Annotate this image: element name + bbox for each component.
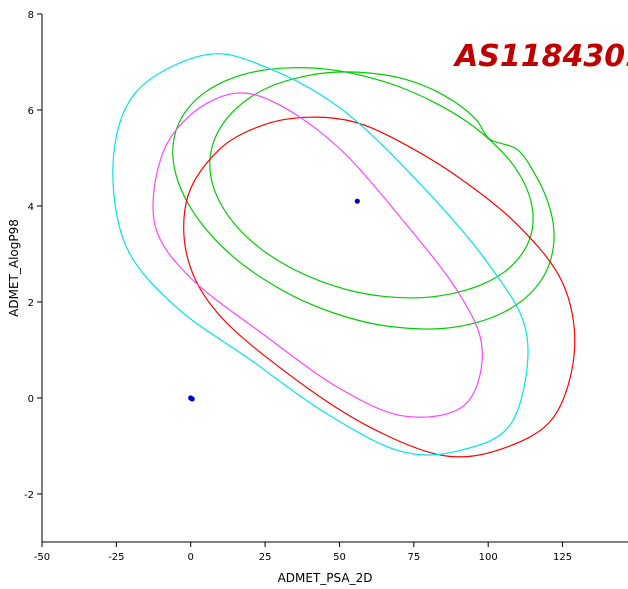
y-axis-ticks: -2 0 2 4 6 8 bbox=[24, 10, 42, 501]
ellipse-4 bbox=[112, 53, 529, 456]
data-point-1 bbox=[354, 198, 360, 204]
y-axis-title: ADMET_AlogP98 bbox=[7, 219, 21, 317]
data-point-3 bbox=[189, 396, 195, 402]
x-tick-label: 0 bbox=[188, 552, 194, 563]
y-tick-label: 6 bbox=[28, 106, 34, 117]
confidence-ellipses bbox=[112, 53, 576, 458]
x-tick-label: 100 bbox=[479, 552, 498, 563]
x-tick-label: 25 bbox=[259, 552, 272, 563]
x-axis-ticks: -50 -25 0 25 50 75 100 125 bbox=[34, 542, 572, 563]
data-points bbox=[188, 198, 360, 402]
y-tick-label: 8 bbox=[28, 10, 34, 21]
ellipse-2 bbox=[183, 116, 576, 458]
x-tick-label: 50 bbox=[333, 552, 346, 563]
x-tick-label: 125 bbox=[553, 552, 572, 563]
y-tick-label: -2 bbox=[24, 490, 34, 501]
x-axis-title: ADMET_PSA_2D bbox=[278, 571, 373, 585]
compound-id-annotation: AS1184301 bbox=[453, 39, 628, 74]
y-tick-label: 4 bbox=[28, 202, 34, 213]
y-tick-label: 0 bbox=[28, 394, 34, 405]
x-tick-label: 75 bbox=[407, 552, 420, 563]
y-tick-label: 2 bbox=[28, 298, 34, 309]
x-tick-label: -50 bbox=[34, 552, 50, 563]
axes bbox=[41, 14, 628, 543]
x-tick-label: -25 bbox=[108, 552, 124, 563]
ellipse-1 bbox=[172, 67, 555, 330]
ellipse-3 bbox=[152, 92, 483, 418]
